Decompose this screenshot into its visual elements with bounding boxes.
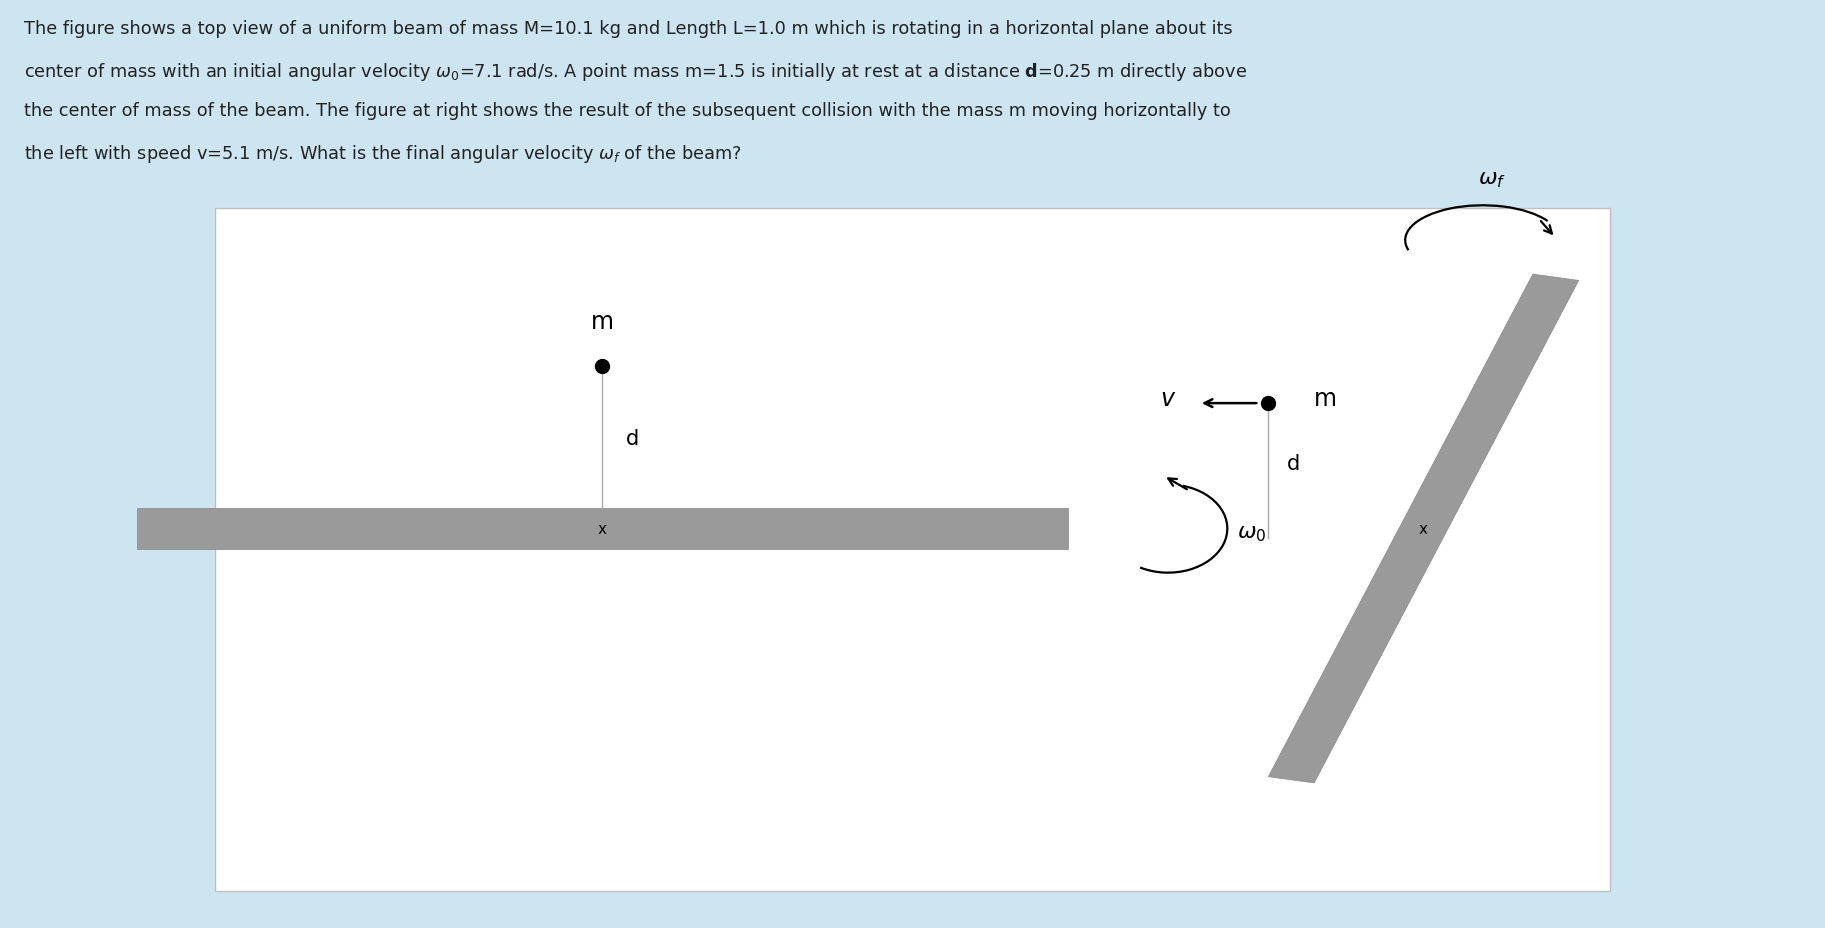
Text: The figure shows a top view of a uniform beam of mass M=10.1 kg and Length L=1.0: The figure shows a top view of a uniform… — [24, 20, 1232, 38]
Text: center of mass with an initial angular velocity $\omega_0$=7.1 rad/s. A point ma: center of mass with an initial angular v… — [24, 61, 1246, 84]
Text: $\omega_0$: $\omega_0$ — [1237, 523, 1267, 544]
Text: $\omega_f$: $\omega_f$ — [1478, 170, 1506, 190]
Bar — [215, 209, 1610, 891]
Text: the left with speed v=5.1 m/s. What is the final angular velocity $\omega_f$ of : the left with speed v=5.1 m/s. What is t… — [24, 143, 741, 165]
Text: $\mathit{v}$: $\mathit{v}$ — [1161, 387, 1175, 411]
Text: x: x — [1420, 522, 1427, 536]
Polygon shape — [1268, 275, 1579, 783]
Text: d: d — [1287, 454, 1299, 474]
Text: the center of mass of the beam. The figure at right shows the result of the subs: the center of mass of the beam. The figu… — [24, 102, 1230, 120]
Text: d: d — [626, 429, 639, 449]
Bar — [137, 509, 1068, 549]
Text: m: m — [591, 310, 613, 334]
Text: m: m — [1314, 387, 1338, 411]
Text: x: x — [599, 522, 606, 536]
